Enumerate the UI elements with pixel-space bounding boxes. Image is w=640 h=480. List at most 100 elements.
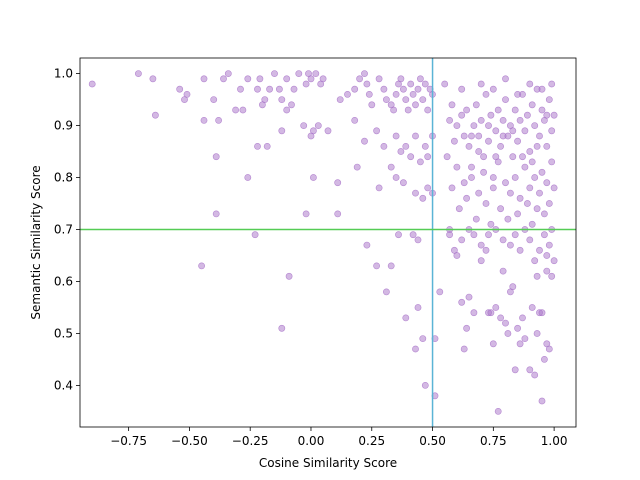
scatter-point bbox=[309, 174, 317, 181]
scatter-point bbox=[399, 85, 407, 93]
scatter-point bbox=[395, 231, 402, 239]
scatter-point bbox=[356, 75, 363, 83]
x-tick-label: −0.50 bbox=[171, 434, 208, 448]
scatter-point bbox=[224, 70, 232, 77]
scatter-point bbox=[404, 106, 412, 114]
scatter-point bbox=[463, 106, 470, 114]
scatter-point bbox=[489, 85, 497, 93]
scatter-point bbox=[533, 330, 541, 337]
scatter-point bbox=[402, 314, 410, 322]
scatter-point bbox=[334, 179, 342, 187]
scatter-point bbox=[545, 241, 553, 249]
scatter-point bbox=[538, 85, 546, 93]
scatter-point bbox=[200, 75, 208, 83]
scatter-point bbox=[472, 215, 480, 223]
scatter-point bbox=[414, 85, 422, 93]
scatter-point bbox=[482, 246, 490, 254]
scatter-point bbox=[149, 75, 157, 83]
scatter-point bbox=[409, 231, 417, 239]
scatter-point bbox=[521, 127, 529, 135]
scatter-point bbox=[506, 189, 514, 197]
scatter-point bbox=[412, 132, 419, 140]
scatter-point bbox=[319, 75, 327, 83]
scatter-point bbox=[521, 335, 529, 342]
scatter-point bbox=[480, 153, 487, 161]
scatter-point bbox=[485, 137, 492, 145]
scatter-point bbox=[482, 91, 490, 98]
y-tick-label: 0.7 bbox=[54, 223, 73, 237]
scatter-point bbox=[524, 200, 531, 207]
scatter-point bbox=[412, 189, 419, 197]
scatter-point bbox=[533, 272, 541, 280]
scatter-point bbox=[283, 106, 291, 114]
scatter-point bbox=[458, 111, 466, 119]
scatter-point bbox=[351, 85, 359, 93]
scatter-point bbox=[351, 117, 359, 124]
scatter-point bbox=[414, 236, 422, 244]
scatter-point bbox=[424, 184, 432, 192]
scatter-point bbox=[397, 148, 405, 155]
scatter-point bbox=[446, 117, 453, 124]
scatter-point bbox=[460, 345, 468, 353]
scatter-point bbox=[151, 111, 159, 119]
scatter-point bbox=[278, 96, 286, 103]
scatter-point bbox=[407, 153, 415, 161]
scatter-point bbox=[312, 70, 320, 77]
scatter-point bbox=[545, 96, 553, 103]
y-axis-ticks: 0.4 0.5 0.6 0.7 0.8 0.9 1.0 bbox=[54, 67, 80, 392]
scatter-point bbox=[533, 142, 541, 150]
scatter-point bbox=[499, 132, 507, 140]
scatter-point bbox=[531, 122, 539, 129]
scatter-point bbox=[494, 407, 502, 415]
scatter-point bbox=[421, 80, 429, 88]
scatter-point bbox=[285, 272, 293, 280]
scatter-point bbox=[489, 184, 497, 192]
scatter-point bbox=[261, 96, 269, 103]
scatter-point bbox=[450, 137, 458, 145]
scatter-point bbox=[412, 345, 419, 353]
scatter-point bbox=[487, 111, 495, 119]
scatter-point bbox=[533, 205, 541, 213]
scatter-point bbox=[545, 345, 553, 353]
scatter-point bbox=[502, 319, 509, 327]
scatter-point bbox=[244, 174, 252, 181]
scatter-point bbox=[538, 106, 546, 114]
scatter-point bbox=[392, 132, 400, 140]
scatter-point bbox=[254, 85, 261, 93]
scatter-point bbox=[458, 85, 466, 93]
y-tick-label: 0.9 bbox=[54, 119, 73, 133]
scatter-point bbox=[220, 75, 227, 83]
scatter-point bbox=[528, 220, 536, 228]
scatter-point bbox=[251, 231, 259, 239]
y-tick-label: 1.0 bbox=[54, 67, 73, 81]
reference-lines bbox=[80, 58, 576, 427]
scatter-point bbox=[450, 246, 458, 254]
y-tick-label: 0.5 bbox=[54, 326, 73, 340]
scatter-point bbox=[215, 117, 222, 124]
scatter-point bbox=[295, 70, 303, 77]
scatter-point bbox=[239, 106, 247, 114]
scatter-point bbox=[463, 324, 470, 332]
scatter-point bbox=[409, 91, 417, 98]
scatter-point bbox=[288, 101, 295, 109]
scatter-point bbox=[275, 85, 283, 93]
scatter-point bbox=[254, 142, 261, 150]
scatter-point bbox=[448, 101, 456, 109]
scatter-point bbox=[519, 314, 526, 322]
axes-frame bbox=[79, 57, 577, 428]
scatter-point bbox=[334, 210, 342, 218]
scatter-point bbox=[477, 257, 485, 265]
scatter-point bbox=[458, 236, 466, 244]
scatter-point bbox=[482, 200, 490, 207]
scatter-point bbox=[88, 80, 96, 88]
scatter-point bbox=[514, 137, 521, 145]
x-tick-label: −0.75 bbox=[110, 434, 147, 448]
scatter-point bbox=[421, 142, 429, 150]
scatter-point bbox=[344, 91, 351, 98]
scatter-point bbox=[256, 75, 264, 83]
scatter-point bbox=[324, 127, 332, 135]
x-tick-label: 0.50 bbox=[419, 434, 446, 448]
scatter-point bbox=[526, 80, 534, 88]
scatter-point bbox=[237, 85, 244, 93]
